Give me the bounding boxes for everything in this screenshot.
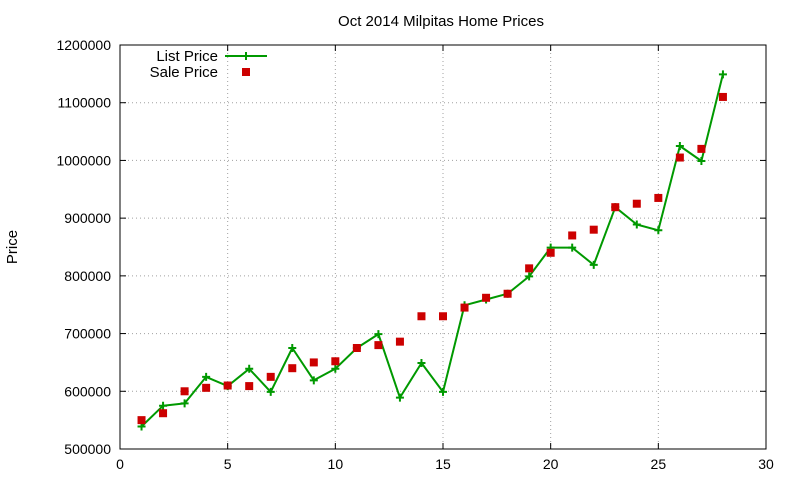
plot-area — [137, 70, 727, 431]
sale-price-point — [352, 344, 361, 352]
sale-price-point — [589, 225, 598, 234]
list-price-point — [202, 372, 211, 381]
list-price-point — [589, 260, 598, 269]
axes: 0 5 10 15 20 25 30 500000 600000 700000 800000 9000… — [56, 37, 774, 472]
sale-price-point — [374, 341, 383, 350]
list-price-point — [266, 387, 275, 396]
x-tick-label: 5 — [224, 456, 232, 472]
y-tick-label: 1200000 — [56, 37, 111, 53]
sale-price-point — [546, 248, 555, 257]
x-tick-label: 0 — [116, 456, 124, 472]
y-tick-label: 1000000 — [56, 152, 111, 168]
list-price-point — [675, 142, 684, 150]
sale-price-point — [309, 358, 318, 367]
list-price-point — [395, 393, 404, 402]
list-price-point — [288, 344, 297, 352]
sale-price-point — [632, 199, 641, 208]
y-tick-label: 800000 — [64, 268, 111, 284]
list-price-point — [439, 387, 447, 396]
y-tick-label: 500000 — [64, 441, 111, 457]
list-price-point — [417, 359, 426, 368]
sale-price-point — [718, 92, 727, 101]
sale-price-point — [611, 203, 620, 212]
list-price-point — [159, 401, 168, 410]
sale-price-point — [439, 312, 447, 321]
list-price-point — [568, 243, 577, 252]
sale-price-point — [654, 193, 663, 202]
sale-price-point — [266, 372, 275, 381]
sale-price-point — [223, 381, 232, 390]
sale-price-point — [395, 337, 404, 346]
y-tick-label: 900000 — [64, 210, 111, 226]
sale-price-point — [503, 289, 512, 298]
sale-price-point — [331, 357, 340, 366]
y-tick-label: 600000 — [64, 383, 111, 399]
sale-price-point — [288, 364, 297, 373]
sale-price-point — [525, 264, 534, 273]
sale-price-point — [697, 144, 706, 153]
legend-marker-list-price — [242, 52, 250, 60]
sale-price-point — [482, 293, 491, 302]
sale-price-point — [137, 416, 146, 425]
x-tick-label: 20 — [543, 456, 559, 472]
y-axis-label: Price — [4, 230, 21, 264]
chart-title: Oct 2014 Milpitas Home Prices — [338, 13, 544, 30]
sale-price-point — [568, 231, 577, 240]
list-price-point — [525, 272, 534, 281]
sale-price-point — [675, 153, 684, 162]
x-tick-label: 15 — [435, 456, 451, 472]
list-price-point — [309, 376, 318, 385]
y-tick-label: 1100000 — [58, 95, 112, 111]
y-tick-label: 700000 — [64, 326, 111, 342]
x-tick-label: 25 — [651, 456, 667, 472]
sale-price-point — [202, 383, 211, 392]
list-price-point — [180, 399, 189, 408]
legend-marker-sale-price — [242, 68, 250, 76]
sale-price-point — [417, 312, 426, 321]
list-price-point — [697, 157, 706, 166]
sale-price-point — [159, 409, 168, 418]
sale-price-point — [180, 387, 189, 396]
legend-label-sale-price: Sale Price — [150, 64, 218, 81]
series-line-list-price — [140, 74, 724, 428]
list-price-point — [331, 364, 340, 373]
list-price-point — [718, 70, 727, 79]
legend-label-list-price: List Price — [156, 48, 218, 65]
list-price-point — [654, 226, 663, 235]
legend: List Price Sale Price — [150, 48, 267, 81]
sale-price-point — [245, 382, 254, 391]
legend-symbols — [225, 52, 267, 76]
list-price-point — [245, 364, 254, 373]
x-tick-label: 10 — [328, 456, 344, 472]
x-tick-label: 30 — [758, 456, 774, 472]
list-price-point — [632, 220, 641, 229]
list-price-point — [374, 330, 383, 339]
sale-price-point — [460, 303, 469, 312]
